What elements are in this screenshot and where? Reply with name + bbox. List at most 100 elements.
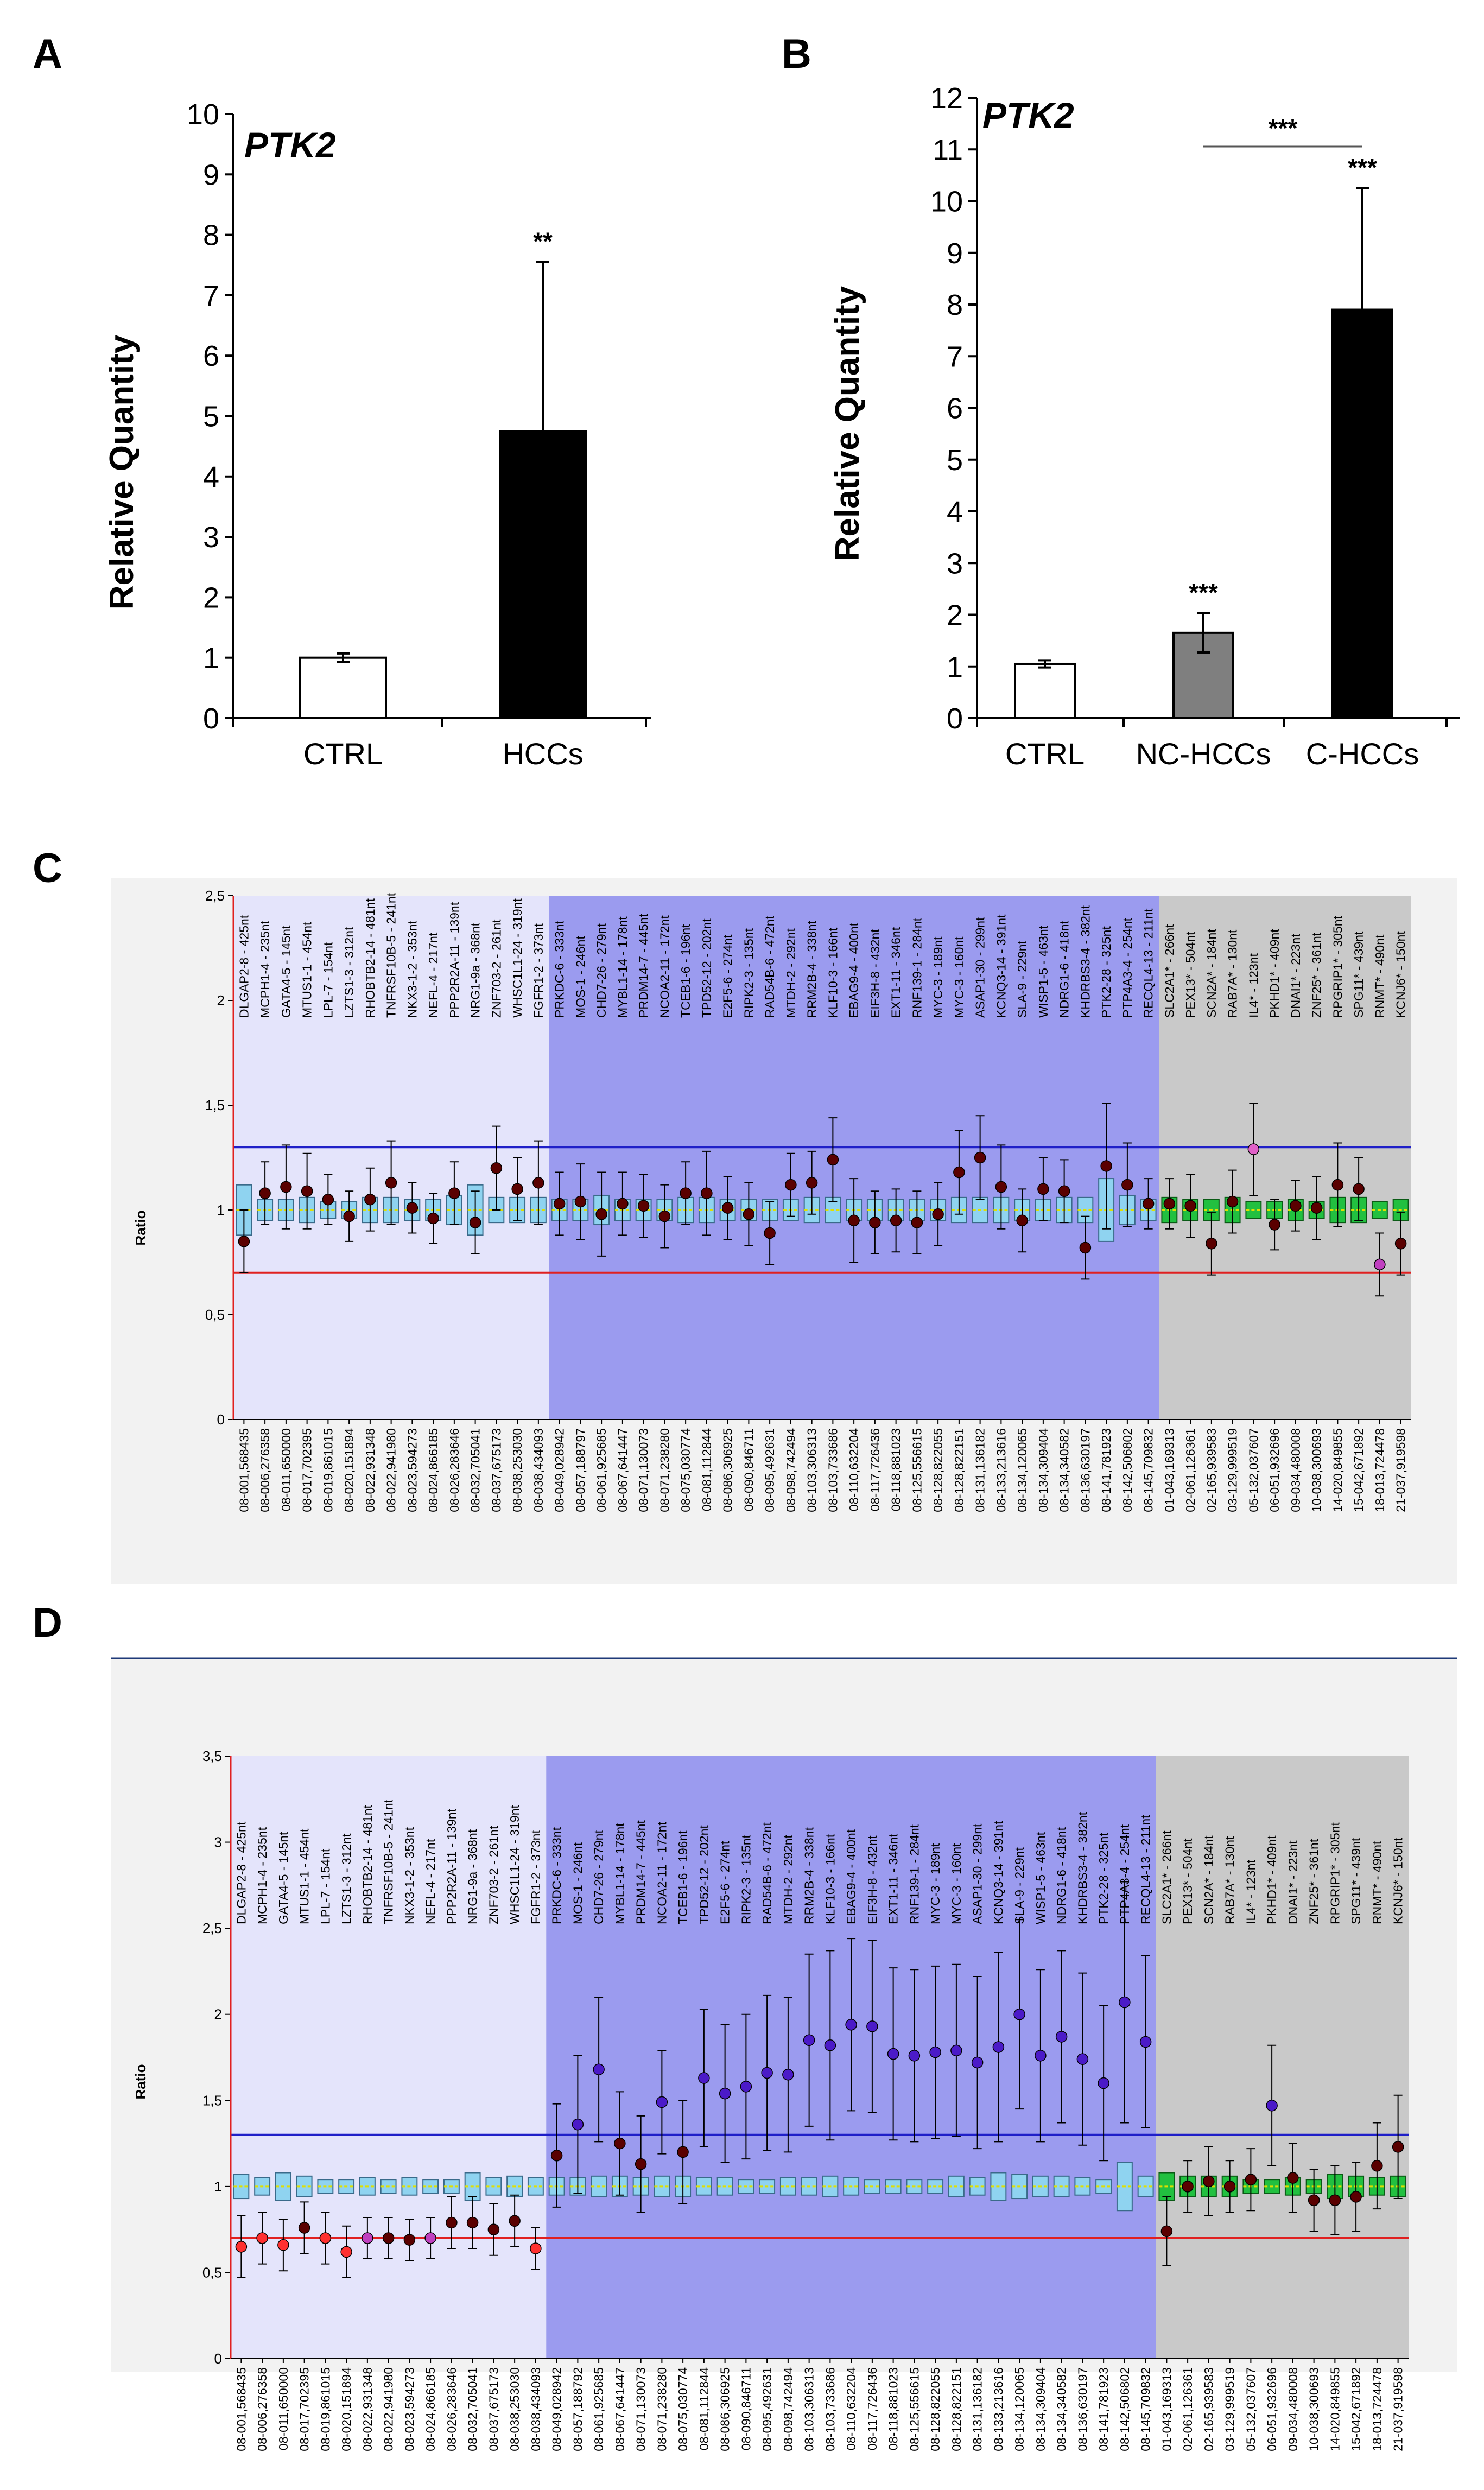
probe-label: EXT1-11 - 346nt bbox=[886, 1833, 900, 1924]
ratio-point bbox=[929, 2046, 941, 2058]
ytick-label: 10 bbox=[930, 186, 963, 218]
probe-label: GATA4-5 - 145nt bbox=[276, 1832, 290, 1924]
position-label: 08-133,213616 bbox=[994, 1428, 1008, 1512]
ratio-point bbox=[1329, 2194, 1341, 2206]
ratio-point bbox=[1371, 2160, 1383, 2172]
xtick-label: C-HCCs bbox=[1306, 737, 1419, 771]
position-label: 08-103,306313 bbox=[805, 1428, 819, 1512]
ratio-point bbox=[1079, 1241, 1092, 1254]
xtick-label: HCCs bbox=[502, 737, 583, 771]
probe-label: GATA4-5 - 145nt bbox=[279, 925, 293, 1018]
ratio-point bbox=[721, 1202, 734, 1214]
ratio-point bbox=[466, 2216, 479, 2229]
ytick-label: 1 bbox=[203, 642, 219, 675]
probe-label: TNFRSF10B-5 - 241nt bbox=[384, 892, 398, 1018]
bracket-label: *** bbox=[1269, 114, 1298, 142]
probe-label: RPGRIP1* - 305nt bbox=[1330, 915, 1345, 1018]
position-label: 10-038,300693 bbox=[1310, 1428, 1324, 1512]
ratio-point bbox=[1076, 2053, 1089, 2065]
position-label: 10-038,300693 bbox=[1307, 2367, 1321, 2451]
ratio-point bbox=[424, 2232, 436, 2244]
probe-label: RNMT* - 490nt bbox=[1373, 934, 1387, 1018]
chart-a-ylabel: Relative Quantity bbox=[103, 334, 141, 610]
position-label: 01-043,169313 bbox=[1162, 1428, 1176, 1512]
position-label: 08-117,726436 bbox=[865, 2367, 879, 2450]
position-label: 08-057,188792 bbox=[570, 2367, 585, 2451]
significance-label: *** bbox=[1348, 154, 1377, 182]
position-label: 08-103,733686 bbox=[826, 1428, 840, 1512]
probe-label: SPG11* - 439nt bbox=[1349, 1838, 1363, 1924]
ratio-point bbox=[1035, 2050, 1047, 2062]
probe-label: NDRG1-6 - 418nt bbox=[1055, 1827, 1069, 1924]
position-label: 08-071,130073 bbox=[634, 2367, 648, 2451]
probe-label: WHSC1L1-24 - 319nt bbox=[510, 898, 524, 1018]
probe-label: RHOBTB2-14 - 481nt bbox=[363, 898, 377, 1018]
position-label: 08-032,705041 bbox=[466, 2367, 480, 2451]
bar-CTRL bbox=[1014, 662, 1076, 720]
ytick-label: 6 bbox=[947, 392, 963, 425]
ytick-label: 1 bbox=[214, 2178, 222, 2195]
probe-label: RRM2B-4 - 338nt bbox=[805, 920, 819, 1018]
ytick-label: 4 bbox=[203, 461, 219, 493]
ratio-point bbox=[362, 2232, 373, 2244]
probe-label: PPP2R2A-11 - 139nt bbox=[445, 1808, 459, 1924]
position-label: 01-043,169313 bbox=[1159, 2367, 1174, 2451]
probe-label: KCNQ3-14 - 391nt bbox=[994, 914, 1008, 1018]
ratio-point bbox=[1266, 2100, 1278, 2112]
ratio-point bbox=[1350, 2191, 1362, 2203]
probe-label: CHD7-26 - 279nt bbox=[592, 1830, 606, 1924]
probe-label: KLF10-3 - 166nt bbox=[823, 1834, 837, 1924]
probe-label: RNF139-1 - 284nt bbox=[907, 1824, 921, 1924]
position-label: 08-057,188797 bbox=[573, 1428, 587, 1512]
position-label: 08-037,675173 bbox=[486, 2367, 500, 2451]
position-label: 08-022,931348 bbox=[363, 1428, 377, 1512]
probe-label: LZTS1-3 - 312nt bbox=[342, 927, 356, 1018]
ytick-label: 2 bbox=[947, 599, 963, 632]
position-label: 08-071,238280 bbox=[657, 1428, 671, 1512]
ratio-point bbox=[1098, 2077, 1109, 2089]
ytick-label: 0,5 bbox=[202, 2264, 222, 2280]
probe-label: PEX13* - 504nt bbox=[1181, 1838, 1195, 1924]
position-label: 08-011,650000 bbox=[279, 1428, 293, 1511]
position-label: 08-145,709832 bbox=[1139, 2367, 1153, 2451]
probe-label: RNF139-1 - 284nt bbox=[910, 917, 924, 1018]
position-label: 08-131,136182 bbox=[973, 1428, 987, 1512]
ratio-point bbox=[1139, 2036, 1152, 2048]
chart-b-ylabel: Relative Quantity bbox=[829, 286, 866, 561]
ytick-label: 1,5 bbox=[202, 2092, 222, 2108]
probe-label: KHDRBS3-4 - 382nt bbox=[1078, 905, 1092, 1018]
ratio-point bbox=[1394, 1238, 1407, 1250]
probe-label: MYBL1-14 - 178nt bbox=[616, 916, 630, 1018]
chart-d-ylabel: Ratio bbox=[132, 2064, 149, 2100]
ratio-point bbox=[1290, 1200, 1302, 1212]
position-label: 03-129,999519 bbox=[1223, 2367, 1237, 2451]
ratio-point bbox=[1331, 1179, 1344, 1191]
position-label: 08-067,641447 bbox=[613, 2367, 627, 2451]
probe-label: KCNJ6* - 150nt bbox=[1391, 1838, 1405, 1924]
ratio-point bbox=[511, 1183, 523, 1195]
probe-label: KCNQ3-14 - 391nt bbox=[991, 1821, 1005, 1924]
probe-label: MTDH-2 - 292nt bbox=[784, 928, 798, 1018]
position-label: 08-103,306313 bbox=[802, 2367, 816, 2451]
ratio-point bbox=[866, 2020, 878, 2032]
ratio-point bbox=[343, 1210, 355, 1222]
position-label: 08-136,630197 bbox=[1075, 2367, 1089, 2451]
ratio-point bbox=[908, 2050, 921, 2062]
ratio-point bbox=[1269, 1219, 1280, 1231]
probe-label: MCPH1-4 - 235nt bbox=[255, 1827, 269, 1924]
ratio-point bbox=[1203, 2175, 1215, 2188]
ratio-point bbox=[656, 2096, 668, 2108]
ytick-label: 8 bbox=[203, 219, 219, 252]
position-label: 08-142,506802 bbox=[1118, 2367, 1132, 2451]
ratio-point bbox=[680, 1187, 692, 1199]
ytick-label: 0 bbox=[214, 2350, 222, 2367]
ytick-label: 0 bbox=[217, 1411, 225, 1428]
ratio-point bbox=[490, 1162, 503, 1174]
position-label: 02-165,939583 bbox=[1204, 1428, 1219, 1512]
probe-label: PRDM14-7 - 445nt bbox=[634, 1820, 648, 1924]
ytick-label: 3 bbox=[947, 547, 963, 580]
ratio-point bbox=[319, 2232, 332, 2244]
position-label: 08-006,276358 bbox=[255, 2367, 269, 2451]
position-label: 08-136,630197 bbox=[1078, 1428, 1092, 1512]
probe-label: SCN2A* - 184nt bbox=[1202, 1835, 1216, 1924]
